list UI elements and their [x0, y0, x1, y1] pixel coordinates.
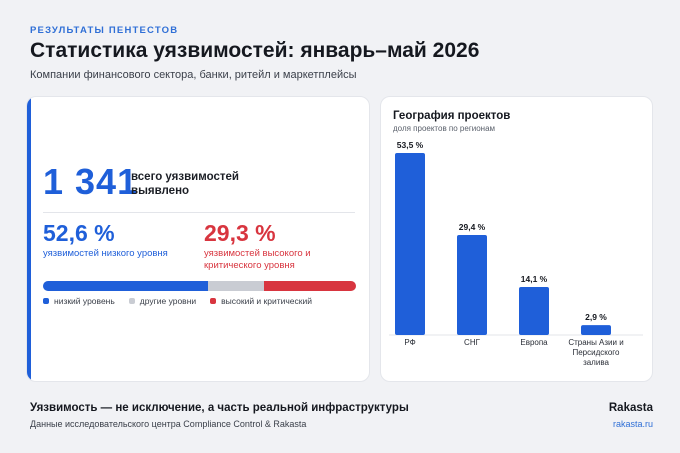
chart-subtitle: доля проектов по регионам — [393, 124, 496, 133]
eyebrow-label: РЕЗУЛЬТАТЫ ПЕНТЕСТОВ — [30, 25, 179, 36]
bar-value-label: 29,4 % — [459, 222, 486, 232]
legend-label: другие уровни — [139, 296, 197, 306]
legend-label: низкий уровень — [54, 296, 115, 306]
legend-swatch — [128, 298, 135, 304]
brand-name: Rakasta — [608, 402, 653, 414]
bar-value-label: 53,5 % — [397, 140, 424, 150]
legend-item: высокий и критический — [210, 296, 312, 306]
distribution-segment — [207, 281, 265, 291]
summary-card: 1 341 всего уязвимостей выявлено 52,6 % … — [26, 96, 370, 382]
page-title: Статистика уязвимостей: январь–май 2026 — [30, 39, 480, 62]
distribution-bar — [43, 281, 356, 291]
total-vulnerabilities-label: всего уязвимостей выявлено — [131, 171, 239, 197]
category-label: Европа — [520, 338, 548, 347]
legend-item: другие уровни — [128, 296, 197, 306]
distribution-segment — [264, 281, 356, 291]
category-label: СНГ — [464, 338, 481, 347]
footer-source: Данные исследовательского центра Complia… — [30, 419, 307, 429]
bar-value-label: 14,1 % — [521, 274, 548, 284]
category-label: Страны Азии и Персидского залива — [568, 338, 623, 367]
distribution-legend: низкий уровень другие уровни высокий и кри… — [43, 296, 326, 306]
chart-bar — [395, 153, 425, 335]
footer-title: Уязвимость — не исключение, а часть реал… — [30, 402, 409, 414]
legend-label: высокий и критический — [221, 296, 312, 306]
low-level-label: уязвимостей низкого уровня — [43, 248, 168, 259]
geography-bar-chart: 53,5 % РФ 29,4 % СНГ 14,1 % Европа 2,9 % Страны… — [389, 140, 643, 367]
chart-title: География проектов — [393, 110, 511, 122]
category-label: РФ — [404, 338, 415, 347]
legend-item: низкий уровень — [43, 296, 115, 306]
brand-url-link[interactable]: rakasta.ru — [612, 419, 653, 429]
high-level-value: 29,3 % — [204, 220, 276, 246]
low-level-value: 52,6 % — [43, 220, 115, 246]
chart-bar — [581, 325, 611, 335]
legend-swatch — [43, 298, 49, 304]
high-level-label: уязвимостей высокого и критического уров… — [204, 248, 311, 271]
page-subtitle: Компании финансового сектора, банки, рит… — [30, 69, 357, 81]
distribution-segment — [43, 281, 208, 291]
legend-swatch — [210, 298, 217, 304]
divider — [43, 212, 355, 213]
chart-bar — [457, 234, 487, 335]
card-accent-stripe — [27, 97, 31, 381]
bar-value-label: 2,9 % — [585, 312, 607, 322]
chart-bar — [519, 287, 549, 335]
total-vulnerabilities-value: 1 341 — [43, 161, 139, 202]
geography-chart-card: География проектов доля проектов по реги… — [380, 96, 653, 382]
